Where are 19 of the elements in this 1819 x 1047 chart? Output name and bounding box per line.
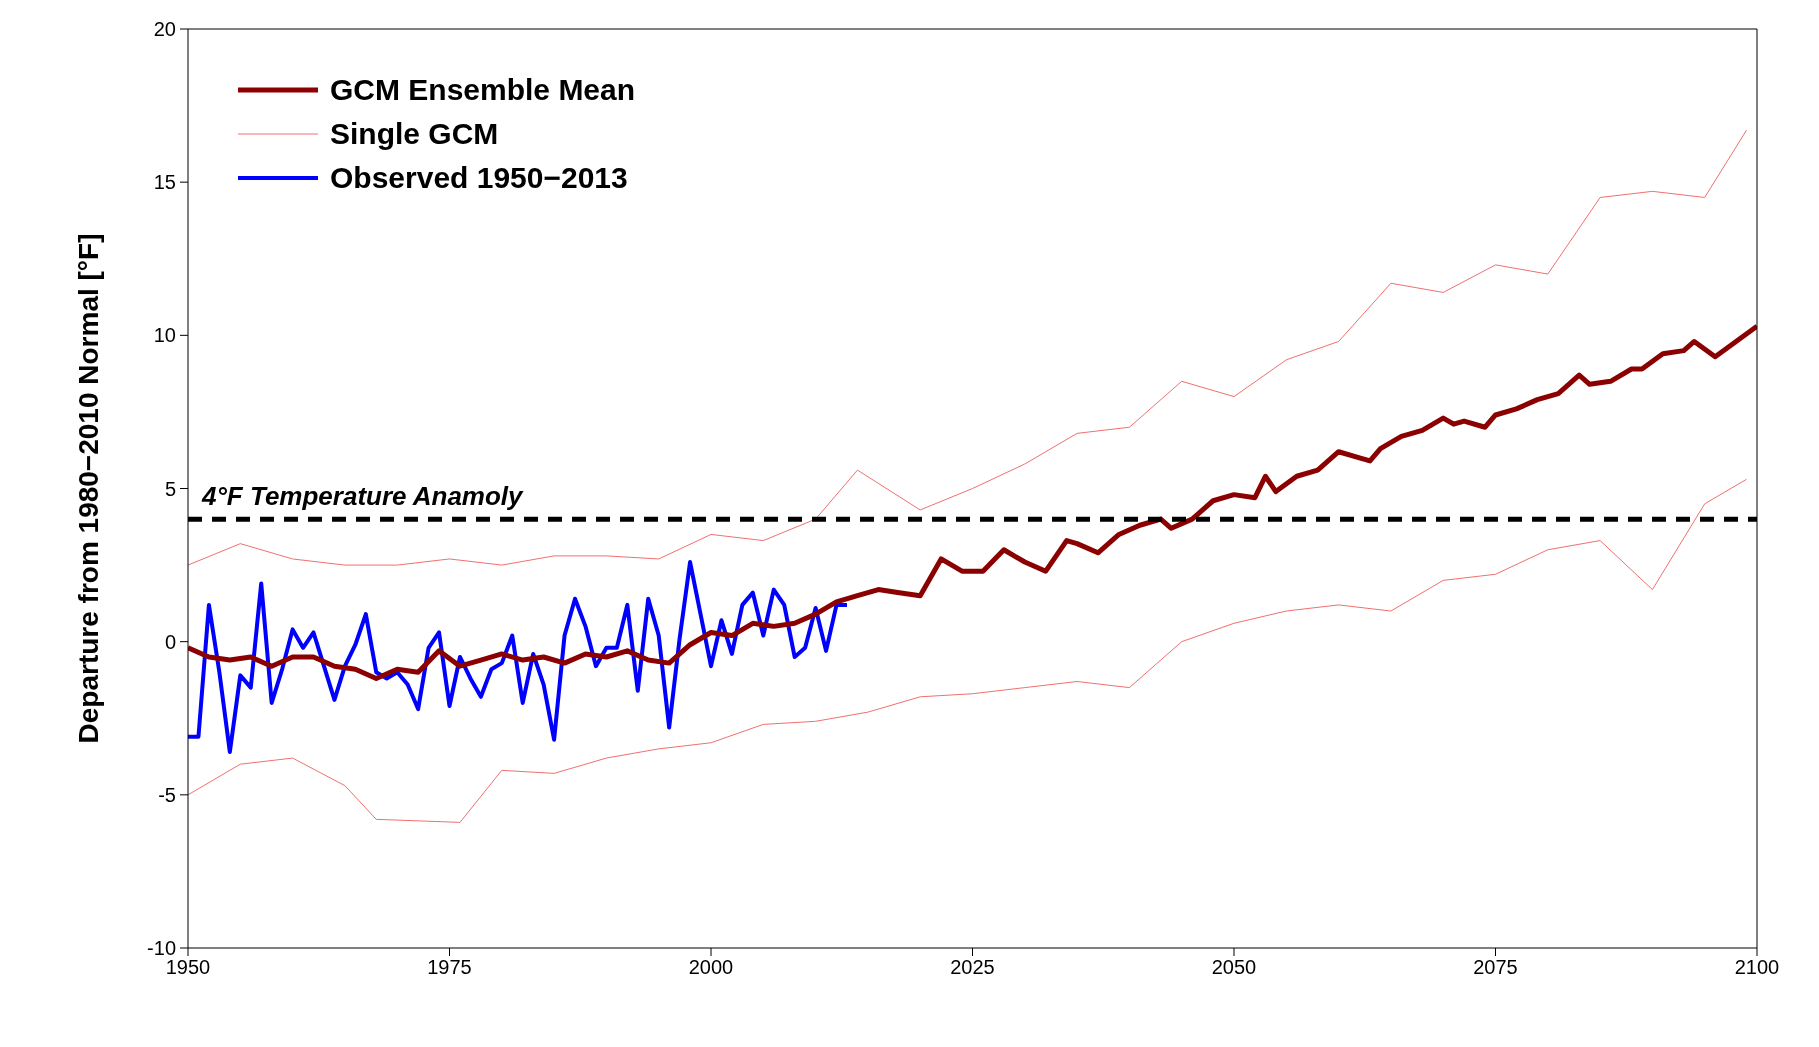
y-axis-title: Departure from 1980−2010 Normal [°F] — [72, 233, 104, 744]
line-series — [188, 478, 1748, 823]
line-series — [188, 560, 849, 754]
x-tick-label: 2050 — [1211, 956, 1257, 979]
legend-label: GCM Ensemble Mean — [330, 73, 636, 107]
x-tick-label: 2100 — [1734, 956, 1780, 979]
y-tick-label: 5 — [164, 477, 176, 500]
legend-label: Observed 1950−2013 — [330, 161, 628, 195]
y-tick-label: 15 — [153, 171, 176, 194]
y-tick-label: 10 — [153, 324, 176, 347]
x-tick-label: 1975 — [427, 956, 472, 979]
y-tick-label: 0 — [164, 630, 176, 653]
x-tick-label: 2000 — [688, 956, 734, 979]
x-tick-label: 2075 — [1473, 956, 1518, 979]
y-tick-label: 20 — [153, 18, 176, 41]
legend-label: Single GCM — [330, 117, 499, 151]
ref-line-label: 4°F Temperature Anamoly — [201, 481, 525, 512]
x-tick-label: 2025 — [950, 956, 995, 979]
y-tick-label: -5 — [158, 783, 176, 806]
